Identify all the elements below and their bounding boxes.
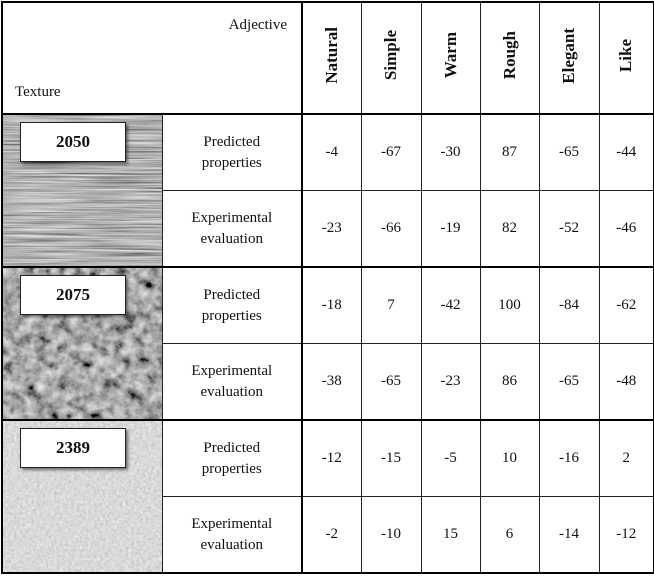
texture-cell: 2075 — [1, 266, 163, 421]
row-label-cell: Experimental evaluation — [161, 496, 303, 574]
value-cell: -10 — [360, 496, 422, 574]
header-row: Adjective Texture Natural Simple Warm Rough El… — [1, 1, 654, 115]
value-cell: -65 — [538, 343, 600, 421]
column-header-text: Simple — [381, 30, 400, 81]
value-cell: -52 — [538, 190, 600, 268]
row-label: Experimental evaluation — [191, 362, 273, 400]
value-cell: -18 — [301, 266, 362, 344]
value-cell: 87 — [479, 113, 540, 191]
value-cell: -66 — [360, 190, 422, 268]
value-cell: -46 — [598, 190, 654, 268]
value-cell: 2 — [598, 419, 654, 497]
value-cell: 15 — [420, 496, 481, 574]
column-header: Like — [598, 1, 654, 115]
row-label-cell: Predicted properties — [161, 113, 303, 191]
data-row: 2050 Predicted properties -4 -67 -30 87 -65 -44 — [1, 113, 654, 268]
value-cell: -44 — [598, 113, 654, 191]
row-label: Experimental evaluation — [191, 515, 273, 553]
value-cell: -42 — [420, 266, 481, 344]
data-row: Experimental evaluation -23 -66 -19 82 -52 -46 — [2, 190, 654, 268]
value-cell: -38 — [301, 343, 362, 421]
row-label: Predicted properties — [201, 286, 262, 324]
column-header-text: Warm — [440, 32, 460, 79]
value-cell: -12 — [301, 419, 362, 497]
row-label-cell: Experimental evaluation — [161, 343, 303, 421]
column-header: Rough — [479, 1, 540, 115]
value-cell: -19 — [420, 190, 481, 268]
texture-id: 2050 — [20, 122, 126, 162]
row-label-cell: Predicted properties — [161, 419, 303, 497]
value-cell: 7 — [360, 266, 422, 344]
data-row: Experimental evaluation -2 -10 15 6 -14 -12 — [2, 496, 654, 574]
value-cell: -12 — [598, 496, 654, 574]
value-cell: -65 — [538, 113, 600, 191]
column-header-text: Rough — [499, 31, 519, 80]
row-label: Predicted properties — [201, 439, 262, 477]
column-header: Natural — [301, 1, 362, 115]
texture-cell: 2389 — [1, 419, 163, 574]
value-cell: 82 — [479, 190, 540, 268]
value-cell: -23 — [301, 190, 362, 268]
value-cell: -67 — [360, 113, 422, 191]
value-cell: -30 — [420, 113, 481, 191]
column-header: Elegant — [538, 1, 600, 115]
value-cell: -62 — [598, 266, 654, 344]
value-cell: -65 — [360, 343, 422, 421]
texture-cell: 2050 — [1, 113, 163, 268]
column-header-text: Like — [616, 38, 636, 73]
texture-id: 2075 — [20, 275, 126, 315]
value-cell: 86 — [479, 343, 540, 421]
column-header: Simple — [360, 1, 422, 115]
column-header: Warm — [420, 1, 481, 115]
data-row: 2075 Predicted properties -18 7 -42 100 -84 -62 — [1, 266, 654, 421]
value-cell: -5 — [420, 419, 481, 497]
value-cell: -2 — [301, 496, 362, 574]
value-cell: -15 — [360, 419, 422, 497]
column-header-text: Natural — [321, 27, 341, 84]
value-cell: 6 — [479, 496, 540, 574]
row-label-cell: Predicted properties — [161, 266, 303, 344]
value-cell: -16 — [538, 419, 600, 497]
corner-cell: Adjective Texture — [1, 1, 303, 115]
row-label-cell: Experimental evaluation — [161, 190, 303, 268]
value-cell: 100 — [479, 266, 540, 344]
value-cell: -23 — [420, 343, 481, 421]
value-cell: -4 — [301, 113, 362, 191]
value-cell: -14 — [538, 496, 600, 574]
corner-bottom-label: Texture — [15, 84, 61, 100]
value-cell: -48 — [598, 343, 654, 421]
column-header-text: Elegant — [559, 27, 578, 84]
value-cell: -84 — [538, 266, 600, 344]
row-label: Predicted properties — [201, 133, 262, 171]
corner-top-label: Adjective — [228, 17, 287, 33]
row-label: Experimental evaluation — [191, 209, 273, 247]
value-cell: 10 — [479, 419, 540, 497]
texture-id: 2389 — [20, 428, 126, 468]
data-row: 2389 Predicted properties -12 -15 -5 10 -16 2 — [1, 419, 654, 574]
